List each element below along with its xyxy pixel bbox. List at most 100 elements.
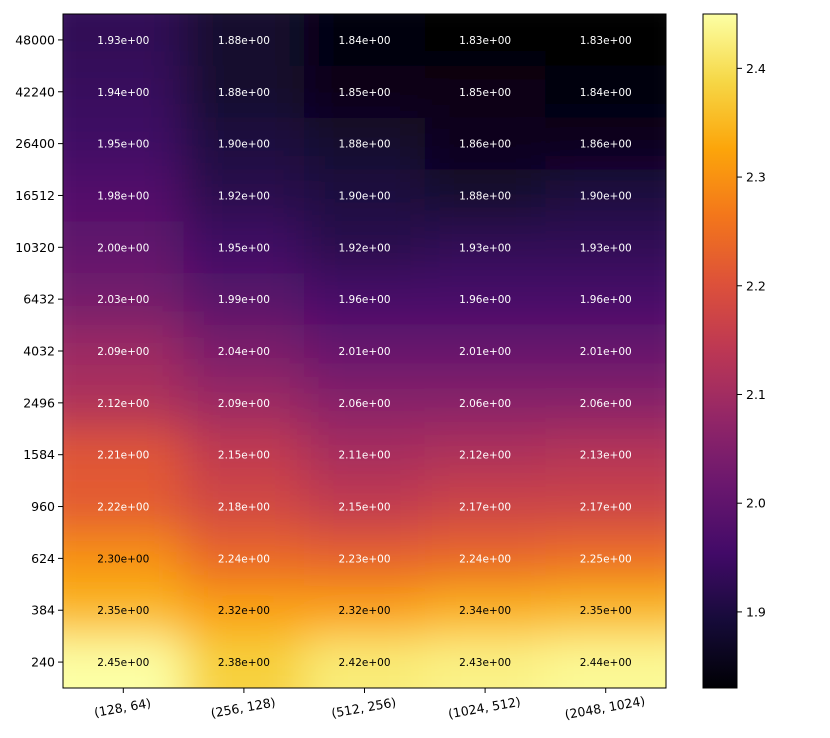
heatmap-value-labels: 1.93e+00 1.88e+00 1.84e+00 1.83e+00 1.83e+00… xyxy=(97,35,631,669)
heatmap-cell xyxy=(63,584,185,638)
heatmap-cell xyxy=(545,584,666,638)
y-tick-label: 624 xyxy=(31,551,55,566)
y-tick-label: 960 xyxy=(31,499,55,514)
cell-value-label: 1.93e+00 xyxy=(97,35,149,47)
y-tick-label: 1584 xyxy=(23,447,55,462)
heatmap-cell xyxy=(304,532,426,586)
cell-value-label: 2.35e+00 xyxy=(580,605,632,617)
y-tick-label: 42240 xyxy=(15,84,55,99)
cell-value-label: 2.30e+00 xyxy=(97,553,149,565)
cell-value-label: 1.90e+00 xyxy=(580,190,632,202)
plot-area: 1.93e+00 1.88e+00 1.84e+00 1.83e+00 1.83e+00… xyxy=(62,13,667,689)
cell-value-label: 1.83e+00 xyxy=(459,35,511,47)
heatmap-cell xyxy=(63,428,185,482)
heatmap-cell xyxy=(304,14,426,67)
cell-value-label: 1.96e+00 xyxy=(580,294,632,306)
y-tick-label: 240 xyxy=(31,655,55,670)
cell-value-label: 2.00e+00 xyxy=(97,242,149,254)
colorbar-frame xyxy=(702,13,738,689)
cell-value-label: 2.35e+00 xyxy=(97,605,149,617)
cell-value-label: 1.85e+00 xyxy=(339,87,391,99)
cell-value-label: 1.86e+00 xyxy=(580,139,632,151)
cell-value-label: 2.24e+00 xyxy=(218,553,270,565)
cell-value-label: 2.11e+00 xyxy=(339,450,391,462)
y-tick-label: 2496 xyxy=(23,395,55,410)
cell-value-label: 2.17e+00 xyxy=(459,502,511,514)
y-tick-label: 4032 xyxy=(23,344,55,359)
heatmap-cell xyxy=(545,221,666,275)
heatmap-cell xyxy=(63,636,185,688)
cell-value-label: 1.83e+00 xyxy=(580,35,632,47)
heatmap-cell xyxy=(183,325,306,378)
heatmap-cell xyxy=(545,117,666,171)
cell-value-label: 1.95e+00 xyxy=(218,242,270,254)
cell-value-label: 2.12e+00 xyxy=(97,398,149,410)
heatmap-cell xyxy=(424,428,547,482)
heatmap-cell xyxy=(424,480,547,534)
heatmap-cell xyxy=(424,14,547,67)
cell-value-label: 2.32e+00 xyxy=(339,605,391,617)
cell-value-label: 2.17e+00 xyxy=(580,502,632,514)
heatmap-cell xyxy=(304,117,426,171)
colorbar-gradient xyxy=(703,14,737,688)
cell-value-label: 2.03e+00 xyxy=(97,294,149,306)
x-tick-label: (128, 64) xyxy=(93,695,152,720)
heatmap-cell xyxy=(304,376,426,430)
heatmap-cell xyxy=(183,221,306,275)
heatmap-cell xyxy=(424,221,547,275)
heatmap-cell xyxy=(545,65,666,119)
x-tick-label: (256, 128) xyxy=(210,695,277,721)
heatmap-cell xyxy=(183,65,306,119)
y-tick-label: 16512 xyxy=(15,188,55,203)
heatmap-cell xyxy=(63,532,185,586)
cell-value-label: 2.24e+00 xyxy=(459,553,511,565)
y-tick-label: 384 xyxy=(31,603,55,618)
x-tick-label: (512, 256) xyxy=(330,695,397,721)
heatmap-cell xyxy=(545,636,666,688)
heatmap-cell xyxy=(183,14,306,67)
cell-value-label: 1.92e+00 xyxy=(218,190,270,202)
heatmap-cell xyxy=(304,221,426,275)
cell-value-label: 2.01e+00 xyxy=(459,346,511,358)
cell-value-label: 2.06e+00 xyxy=(580,398,632,410)
heatmap-cell xyxy=(183,376,306,430)
colorbar-tick-label: 2.4 xyxy=(746,61,766,76)
x-axis: (128, 64) (256, 128) (512, 256) (1024, 512)… xyxy=(93,688,646,722)
y-tick-label: 6432 xyxy=(23,292,55,307)
heatmap-cell xyxy=(183,169,306,223)
y-axis: 48000 42240 26400 16512 10320 6432 4032 2496 158… xyxy=(15,32,63,670)
heatmap-cell xyxy=(304,636,426,688)
cell-value-label: 2.15e+00 xyxy=(218,450,270,462)
heatmap-cell xyxy=(63,376,185,430)
heatmap-cell xyxy=(545,169,666,223)
heatmap-cell xyxy=(424,584,547,638)
heatmap-cell xyxy=(424,636,547,688)
cell-value-label: 2.06e+00 xyxy=(459,398,511,410)
colorbar-tick-label: 2.0 xyxy=(746,496,766,511)
cell-value-label: 1.98e+00 xyxy=(97,190,149,202)
heatmap-cell xyxy=(424,169,547,223)
heatmap-cell xyxy=(183,636,306,688)
heatmap-cell xyxy=(183,532,306,586)
heatmap-cell xyxy=(63,273,185,327)
cell-value-label: 1.92e+00 xyxy=(339,242,391,254)
y-tick-label: 26400 xyxy=(15,136,55,151)
heatmap-cell xyxy=(424,117,547,171)
colorbar-tick-label: 2.3 xyxy=(746,170,766,185)
cell-value-label: 1.88e+00 xyxy=(218,87,270,99)
heatmap-cell xyxy=(545,273,666,327)
heatmap-cell xyxy=(424,65,547,119)
cell-value-label: 2.45e+00 xyxy=(97,657,149,669)
heatmap-cell xyxy=(545,376,666,430)
cell-value-label: 1.96e+00 xyxy=(459,294,511,306)
heatmap-cell xyxy=(183,117,306,171)
heatmap-cells xyxy=(63,14,666,688)
heatmap-cell xyxy=(183,428,306,482)
heatmap-cell xyxy=(304,428,426,482)
heatmap-cell xyxy=(183,273,306,327)
cell-value-label: 2.25e+00 xyxy=(580,553,632,565)
heatmap-cell xyxy=(424,376,547,430)
heatmap-cell xyxy=(304,65,426,119)
cell-value-label: 2.09e+00 xyxy=(97,346,149,358)
